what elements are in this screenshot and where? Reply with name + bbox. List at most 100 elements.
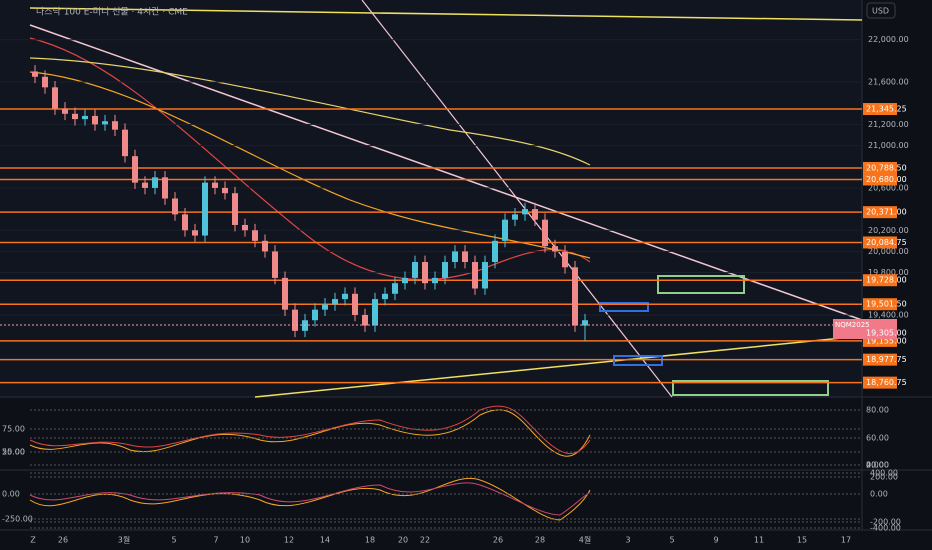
candle-body <box>132 156 138 183</box>
candle-body <box>442 262 448 278</box>
zone-box <box>599 302 649 312</box>
level-tag <box>863 236 897 249</box>
oscillator-line <box>29 405 591 455</box>
candle-body <box>102 121 108 125</box>
trendline <box>29 7 863 21</box>
candle-body <box>482 262 488 289</box>
symbol-label: NQM2025 <box>835 321 870 329</box>
pane-tick-label: -400.00 <box>870 524 901 533</box>
moving-average <box>29 37 591 281</box>
pane-tick-label: 0.00 <box>2 490 20 499</box>
pane-tick-label: 80.00 <box>866 406 889 415</box>
candle-body <box>512 214 518 220</box>
candle-body <box>362 314 368 326</box>
candle-body <box>122 129 128 157</box>
y-tick-label: 21,600.00 <box>868 78 909 87</box>
candle-body <box>182 214 188 231</box>
candle-body <box>62 108 68 114</box>
pane-tick-label: 60.00 <box>866 434 889 443</box>
pane-tick-label: 25.00 <box>2 448 25 457</box>
currency-button[interactable] <box>866 2 896 19</box>
candle-body <box>172 198 178 215</box>
pane-tick-label: 20.00 <box>866 461 889 470</box>
oscillator-line <box>29 477 591 521</box>
candle-body <box>112 121 118 130</box>
x-tick-label: 3 <box>625 536 630 545</box>
chart-title: 나스닥 100 E-미니 선물 · 4시간 · CME <box>36 7 188 18</box>
x-tick-label: 9 <box>713 536 718 545</box>
candle-body <box>522 209 528 215</box>
oscillator-line <box>29 482 591 516</box>
x-tick-label: 26 <box>493 536 503 545</box>
level-label: 18,760.75 <box>866 378 907 387</box>
y-tick-label: 19,400.00 <box>868 310 909 319</box>
y-tick-label: 22,000.00 <box>868 35 909 44</box>
y-tick-label: 21,000.00 <box>868 141 909 150</box>
pane-tick-label: -250.00 <box>2 515 33 524</box>
candle-body <box>552 246 558 252</box>
candle-body <box>432 277 438 284</box>
currency[interactable]: USD <box>872 7 889 16</box>
level-label: 18,977.75 <box>866 355 907 364</box>
oscillator-line <box>29 409 591 457</box>
candle-body <box>82 115 88 120</box>
x-tick-label: 22 <box>420 536 430 545</box>
trendline <box>254 335 863 398</box>
x-tick-label: 28 <box>535 536 545 545</box>
x-tick-label: 26 <box>58 536 68 545</box>
zone-box <box>657 275 745 294</box>
candle-body <box>342 293 348 300</box>
x-tick-label: 14 <box>320 536 330 545</box>
x-tick-label: 12 <box>284 536 294 545</box>
candle-body <box>382 293 388 300</box>
candle-body <box>562 251 568 268</box>
x-tick-label: 11 <box>754 536 764 545</box>
candle-body <box>162 177 168 199</box>
level-label: 20,680.00 <box>866 175 907 184</box>
candle-body <box>202 182 208 236</box>
candle-body <box>222 187 228 194</box>
candle-body <box>272 251 278 278</box>
last-price-tag <box>833 319 897 340</box>
candle-body <box>282 277 288 310</box>
x-tick-label: 15 <box>797 536 807 545</box>
main-pane <box>0 0 862 397</box>
candle-body <box>92 115 98 125</box>
level-label: 20,788.50 <box>866 163 907 172</box>
candle-body <box>422 262 428 284</box>
level-label: 21,345.25 <box>866 105 907 114</box>
x-tick-label: 7 <box>213 536 218 545</box>
level-tag <box>863 353 897 366</box>
level-label: 19,728.00 <box>866 276 907 285</box>
level-tag <box>863 103 897 116</box>
candle-body <box>192 230 198 236</box>
candle-body <box>392 283 398 294</box>
candle-body <box>32 71 38 77</box>
candle-body <box>502 219 508 241</box>
candle-body <box>452 251 458 263</box>
level-tag <box>863 161 897 174</box>
pane-tick-label: 0.00 <box>870 490 888 499</box>
candle-body <box>412 262 418 278</box>
candle-body <box>532 209 538 220</box>
y-tick-label: 21,200.00 <box>868 120 909 129</box>
y-tick-label: 20,200.00 <box>868 226 909 235</box>
pane-tick-label: 400.00 <box>870 469 898 478</box>
level-label: 20,371.00 <box>866 208 907 217</box>
x-tick-label: 10 <box>240 536 250 545</box>
candle-body <box>402 277 408 284</box>
pane-tick-label: -200.00 <box>870 518 901 527</box>
x-tick-label: 17 <box>841 536 851 545</box>
y-tick-label: 20,000.00 <box>868 247 909 256</box>
candle-body <box>462 251 468 263</box>
candle-body <box>142 182 148 188</box>
y-tick-label: 20,600.00 <box>868 183 909 192</box>
level-label: 19,155.00 <box>866 336 907 345</box>
pane-tick-label: 0.00 <box>866 461 884 470</box>
level-tag <box>863 298 897 311</box>
zone-box <box>613 355 663 366</box>
candle-body <box>302 320 308 331</box>
candle-body <box>52 87 58 109</box>
candle-body <box>582 320 588 326</box>
